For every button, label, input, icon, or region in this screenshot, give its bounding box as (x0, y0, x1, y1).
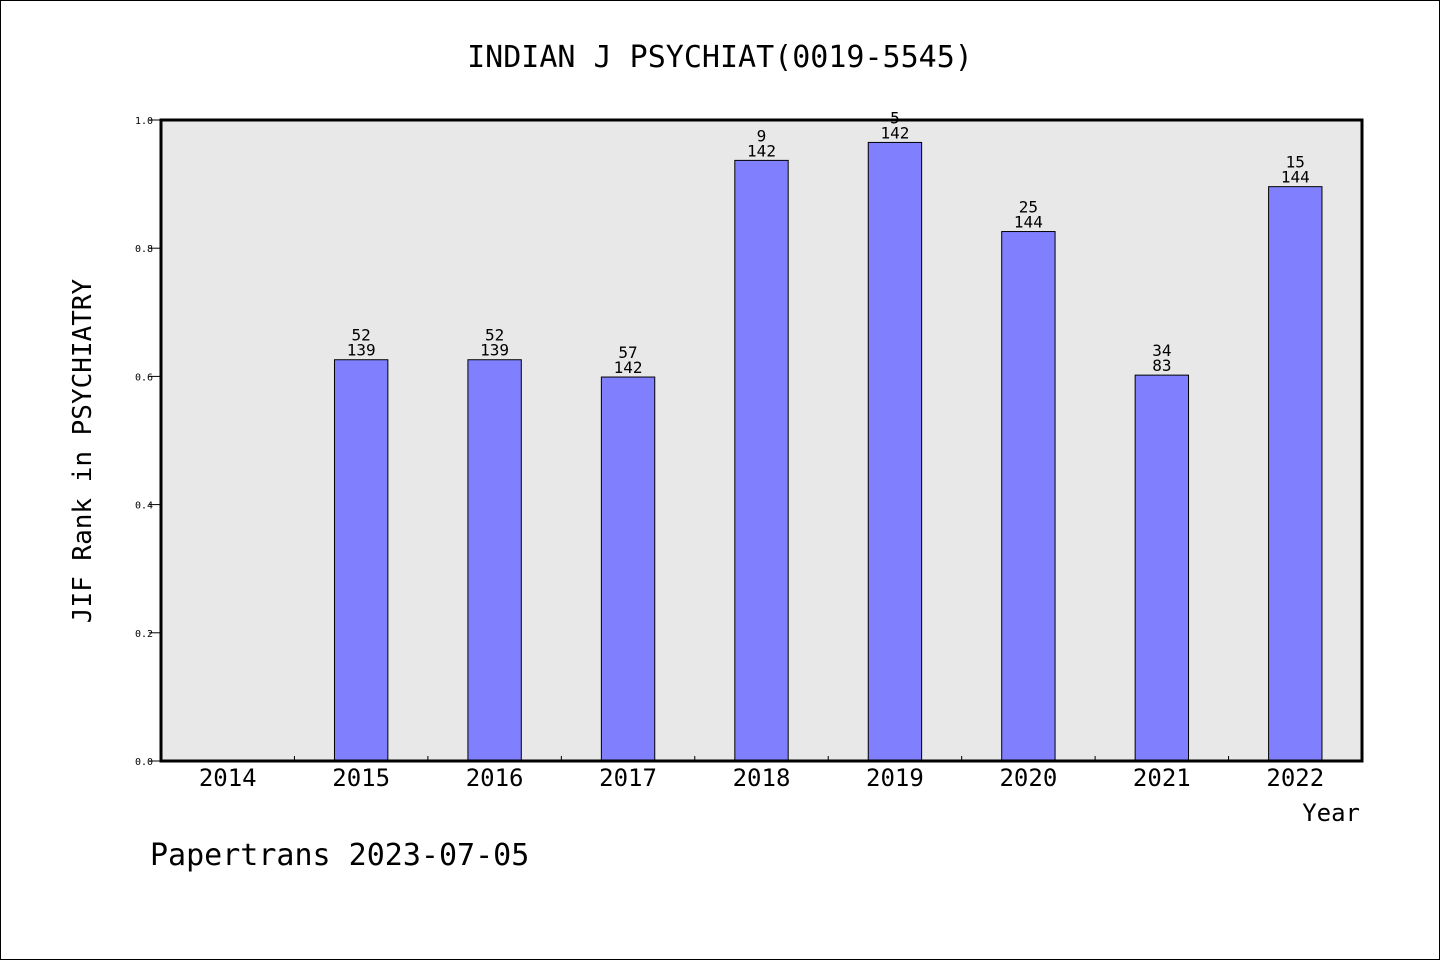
bar-total-label: 139 (480, 341, 509, 360)
y-tick-label: 1.0 (135, 116, 153, 127)
bar-rank-label: 52 (352, 326, 371, 345)
bar (1001, 231, 1056, 762)
x-tick-label: 2016 (466, 764, 524, 792)
bar-total-label: 139 (347, 341, 376, 360)
x-tick-label: 2021 (1133, 764, 1191, 792)
y-axis-label: JIF Rank in PSYCHIATRY (68, 278, 98, 623)
bar-rank-label: 57 (618, 343, 637, 362)
bar-rank-label: 34 (1152, 341, 1171, 360)
x-tick-label: 2019 (866, 764, 924, 792)
bar (467, 359, 522, 762)
y-tick-label: 0.8 (135, 244, 153, 255)
bar-rank-label: 9 (757, 126, 767, 145)
footer-credit: Papertrans 2023-07-05 (150, 838, 529, 873)
chart-title: INDIAN J PSYCHIAT(0019-5545) (467, 40, 973, 75)
bar-rank-label: 25 (1019, 198, 1038, 217)
x-tick-label: 2015 (332, 764, 390, 792)
x-tick-label: 2017 (599, 764, 657, 792)
bar-total-label: 142 (747, 141, 776, 160)
plot-border (159, 118, 1364, 763)
bar-total-label: 83 (1152, 356, 1171, 375)
bar-total-label: 144 (1281, 168, 1310, 187)
bar (734, 159, 789, 762)
x-axis-label: Year (1302, 799, 1360, 827)
bar-total-label: 142 (880, 123, 909, 142)
y-tick-label: 0.4 (135, 501, 153, 512)
bars-group (333, 141, 1323, 762)
bar (1134, 374, 1190, 762)
bar-rank-label: 15 (1286, 153, 1305, 172)
bar (600, 376, 656, 762)
bar (1268, 186, 1323, 762)
x-tick-label: 2018 (733, 764, 791, 792)
bar-total-label: 144 (1014, 213, 1043, 232)
y-tick-label: 0.2 (135, 629, 153, 640)
bar-rank-label: 52 (485, 326, 504, 345)
bar (333, 359, 389, 762)
y-ticks-group: 0.0 0.2 0.4 0.6 0.8 1.0 (135, 116, 161, 768)
y-tick-label: 0.0 (135, 757, 153, 768)
x-ticks-group: 2014 2015 2016 2017 2018 2019 2020 2021 2022 (199, 756, 1324, 792)
x-tick-label: 2022 (1266, 764, 1324, 792)
bar (867, 141, 923, 762)
y-tick-label: 0.6 (135, 372, 153, 383)
bar-rank-label: 5 (890, 108, 900, 127)
x-tick-label: 2014 (199, 764, 257, 792)
bar-total-label: 142 (614, 358, 643, 377)
x-tick-label: 2020 (999, 764, 1057, 792)
